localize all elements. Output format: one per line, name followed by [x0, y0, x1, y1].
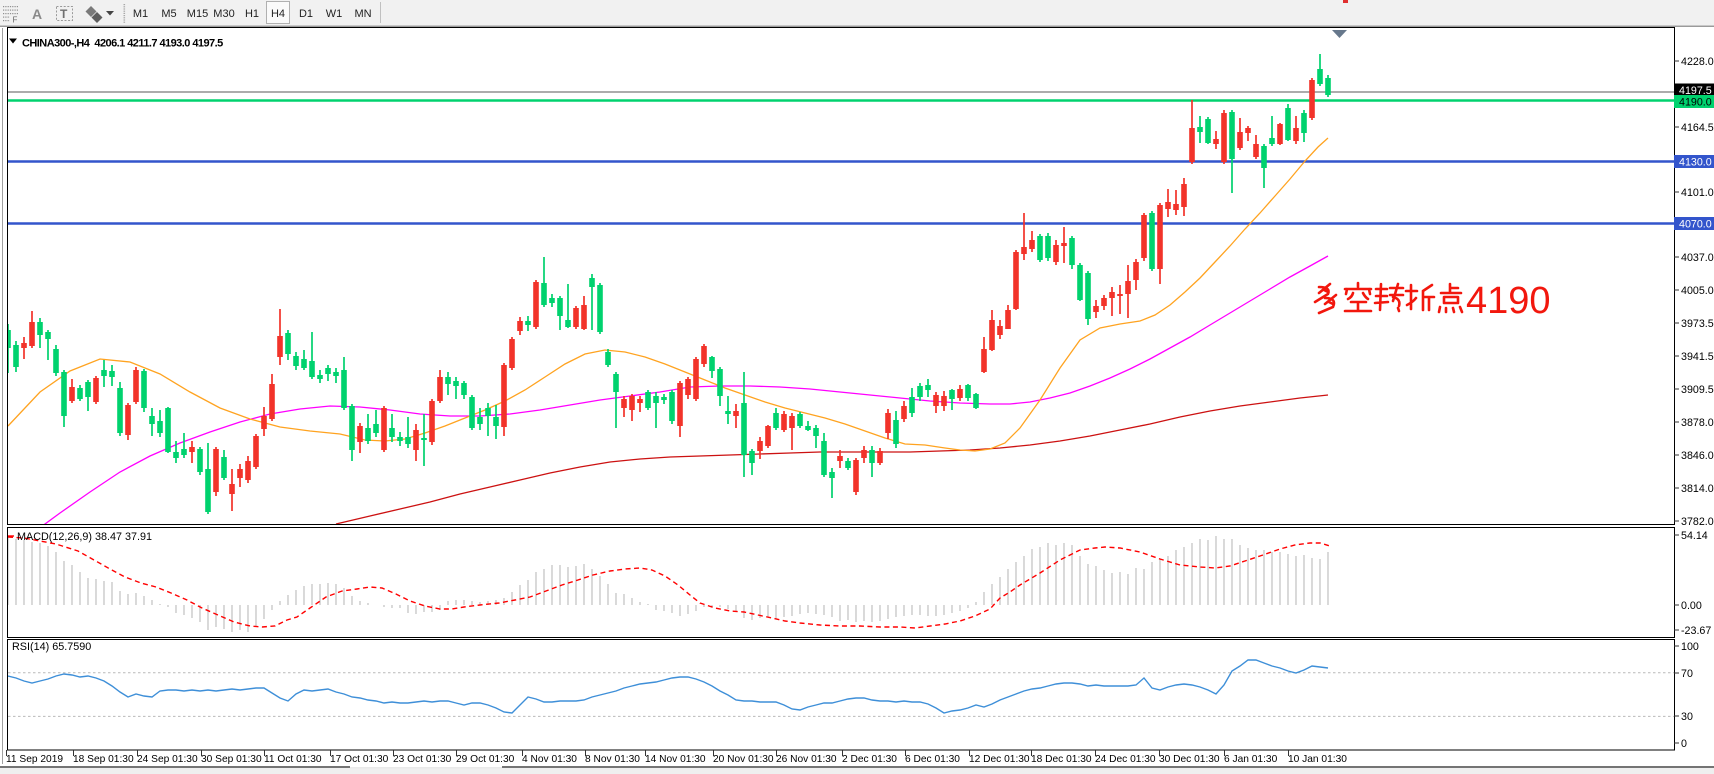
svg-text:24 Sep 01:30: 24 Sep 01:30	[137, 754, 198, 765]
svg-text:T: T	[60, 7, 68, 21]
svg-text:MN: MN	[354, 8, 371, 20]
svg-text:18 Sep 01:30: 18 Sep 01:30	[73, 754, 134, 765]
svg-text:H1: H1	[245, 8, 259, 20]
svg-text:3846.0: 3846.0	[1681, 450, 1714, 462]
svg-text:4228.0: 4228.0	[1681, 56, 1714, 68]
svg-text:8 Nov 01:30: 8 Nov 01:30	[585, 754, 640, 765]
svg-text:10 Jan 01:30: 10 Jan 01:30	[1288, 754, 1347, 765]
svg-text:3941.5: 3941.5	[1681, 351, 1714, 363]
svg-text:4070.0: 4070.0	[1679, 219, 1712, 231]
svg-text:MACD(12,26,9) 38.47 37.91: MACD(12,26,9) 38.47 37.91	[17, 531, 152, 543]
svg-text:12 Dec 01:30: 12 Dec 01:30	[969, 754, 1030, 765]
svg-text:70: 70	[1681, 668, 1693, 680]
svg-text:3814.0: 3814.0	[1681, 483, 1714, 495]
svg-text:W1: W1	[326, 8, 343, 20]
svg-text:3973.5: 3973.5	[1681, 318, 1714, 330]
svg-text:6 Jan 01:30: 6 Jan 01:30	[1224, 754, 1278, 765]
svg-text:4 Nov 01:30: 4 Nov 01:30	[522, 754, 577, 765]
svg-text:4190: 4190	[1466, 280, 1551, 322]
svg-text:3878.0: 3878.0	[1681, 417, 1714, 429]
svg-text:20 Nov 01:30: 20 Nov 01:30	[713, 754, 774, 765]
svg-text:11 Oct 01:30: 11 Oct 01:30	[264, 754, 322, 765]
svg-text:3909.5: 3909.5	[1681, 384, 1714, 396]
svg-text:17 Oct 01:30: 17 Oct 01:30	[330, 754, 389, 765]
svg-text:4101.0: 4101.0	[1681, 187, 1714, 199]
svg-text:4197.5: 4197.5	[1679, 85, 1712, 97]
svg-text:4164.5: 4164.5	[1681, 122, 1714, 134]
svg-text:A: A	[32, 6, 42, 22]
svg-text:F: F	[13, 16, 18, 25]
svg-text:CHINA300-,H4 4206.1 4211.7 41: CHINA300-,H4 4206.1 4211.7 4193.0 4197.5	[22, 38, 223, 50]
svg-text:4005.0: 4005.0	[1681, 285, 1714, 297]
svg-text:30 Sep 01:30: 30 Sep 01:30	[201, 754, 262, 765]
svg-text:M1: M1	[133, 8, 148, 20]
svg-text:18 Dec 01:30: 18 Dec 01:30	[1031, 754, 1092, 765]
svg-text:2 Dec 01:30: 2 Dec 01:30	[842, 754, 897, 765]
svg-text:M15: M15	[187, 8, 208, 20]
svg-text:54.14: 54.14	[1681, 530, 1708, 542]
svg-text:M30: M30	[213, 8, 234, 20]
svg-text:30 Dec 01:30: 30 Dec 01:30	[1159, 754, 1220, 765]
svg-text:6 Dec 01:30: 6 Dec 01:30	[905, 754, 960, 765]
svg-text:30: 30	[1681, 711, 1693, 723]
svg-text:26 Nov 01:30: 26 Nov 01:30	[776, 754, 837, 765]
svg-text:4130.0: 4130.0	[1679, 157, 1712, 169]
svg-text:24 Dec 01:30: 24 Dec 01:30	[1095, 754, 1156, 765]
svg-text:-23.67: -23.67	[1681, 625, 1711, 637]
svg-text:RSI(14) 65.7590: RSI(14) 65.7590	[12, 641, 91, 653]
svg-text:29 Oct 01:30: 29 Oct 01:30	[456, 754, 515, 765]
svg-text:M5: M5	[161, 8, 176, 20]
svg-text:23 Oct 01:30: 23 Oct 01:30	[393, 754, 452, 765]
svg-text:4037.0: 4037.0	[1681, 252, 1714, 264]
svg-text:100: 100	[1681, 641, 1699, 653]
svg-text:3782.0: 3782.0	[1681, 516, 1714, 528]
svg-text:11 Sep 2019: 11 Sep 2019	[6, 754, 63, 765]
svg-text:H4: H4	[271, 8, 285, 20]
svg-text:14 Nov 01:30: 14 Nov 01:30	[645, 754, 706, 765]
svg-text:0.00: 0.00	[1681, 600, 1702, 612]
svg-text:D1: D1	[299, 8, 313, 20]
svg-text:0: 0	[1681, 738, 1687, 750]
svg-text:4190.0: 4190.0	[1679, 97, 1712, 109]
